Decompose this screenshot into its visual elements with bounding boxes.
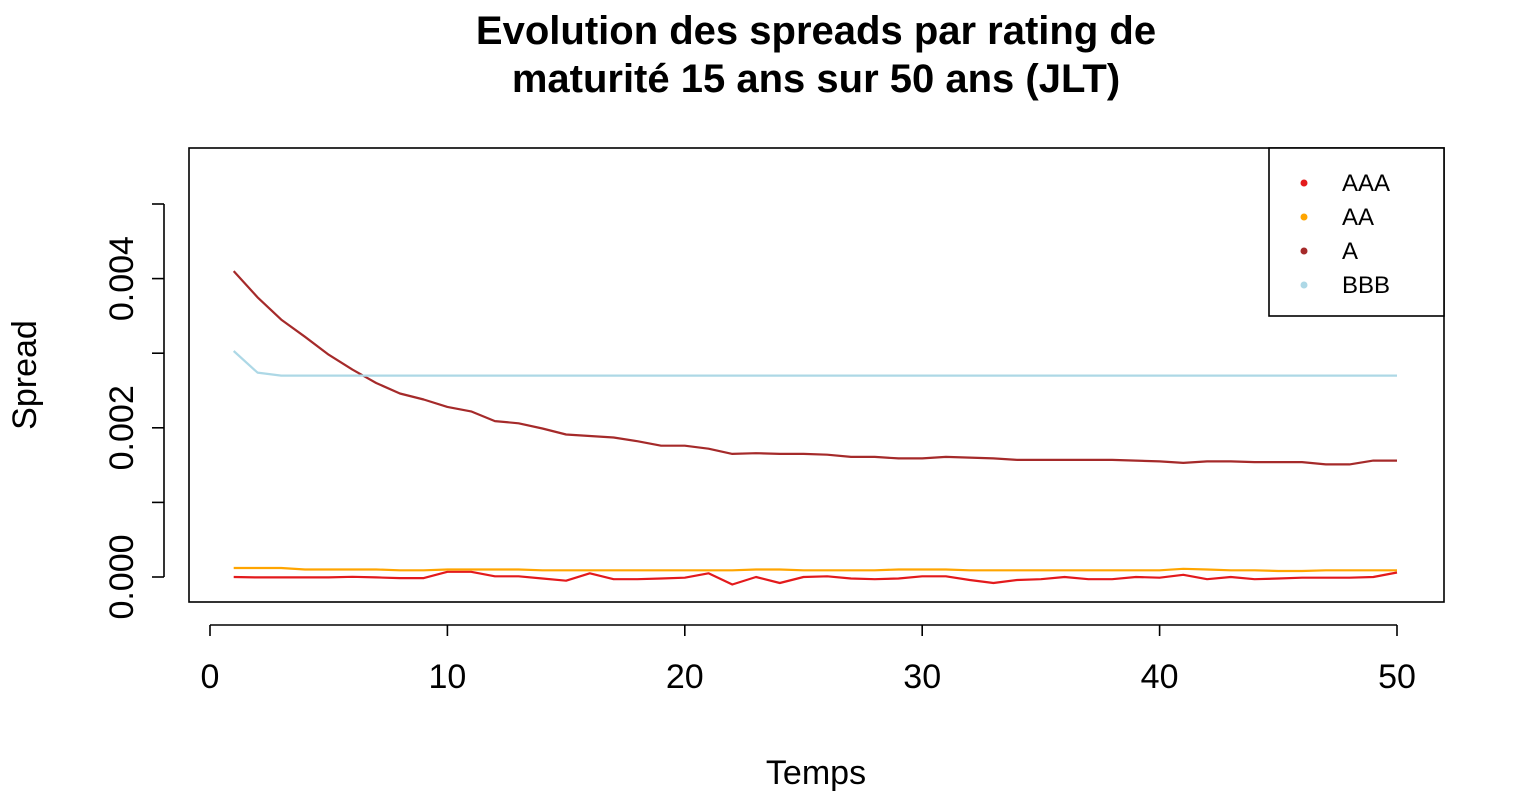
legend-marker-a [1300, 247, 1308, 255]
legend-label: AA [1342, 204, 1374, 231]
y-tick-label: 0.004 [103, 236, 141, 321]
plot-frame [188, 147, 1445, 603]
legend-marker-bbb [1300, 281, 1308, 289]
series-layer [232, 270, 1398, 586]
series-line-aaa [233, 570, 1398, 586]
x-tick-label: 20 [666, 658, 704, 696]
y-axis: 0.000 0.002 0.004 [103, 203, 165, 620]
legend-marker-aa [1300, 213, 1308, 221]
y-axis-label: Spread [6, 320, 44, 430]
legend-label: BBB [1342, 272, 1390, 299]
y-tick-label: 0.000 [103, 534, 141, 619]
chart-title: Evolution des spreads par rating de [476, 9, 1156, 53]
chart-subtitle: maturité 15 ans sur 50 ans (JLT) [512, 57, 1120, 101]
series-line-bbb [232, 350, 1397, 377]
x-tick-label: 0 [201, 658, 220, 696]
y-tick-label: 0.002 [103, 385, 141, 470]
legend-marker-aaa [1300, 179, 1308, 187]
x-tick-label: 10 [428, 658, 466, 696]
series-line-aa [233, 566, 1397, 573]
legend-box [1268, 147, 1445, 317]
x-tick-label: 30 [903, 658, 941, 696]
x-axis-label: Temps [766, 754, 866, 792]
x-axis: 0 10 20 30 40 50 [201, 624, 1416, 696]
legend-label: AAA [1342, 170, 1390, 197]
legend-label: A [1342, 238, 1358, 265]
x-tick-label: 50 [1378, 658, 1416, 696]
x-tick-label: 40 [1141, 658, 1179, 696]
series-line-a [232, 270, 1397, 466]
